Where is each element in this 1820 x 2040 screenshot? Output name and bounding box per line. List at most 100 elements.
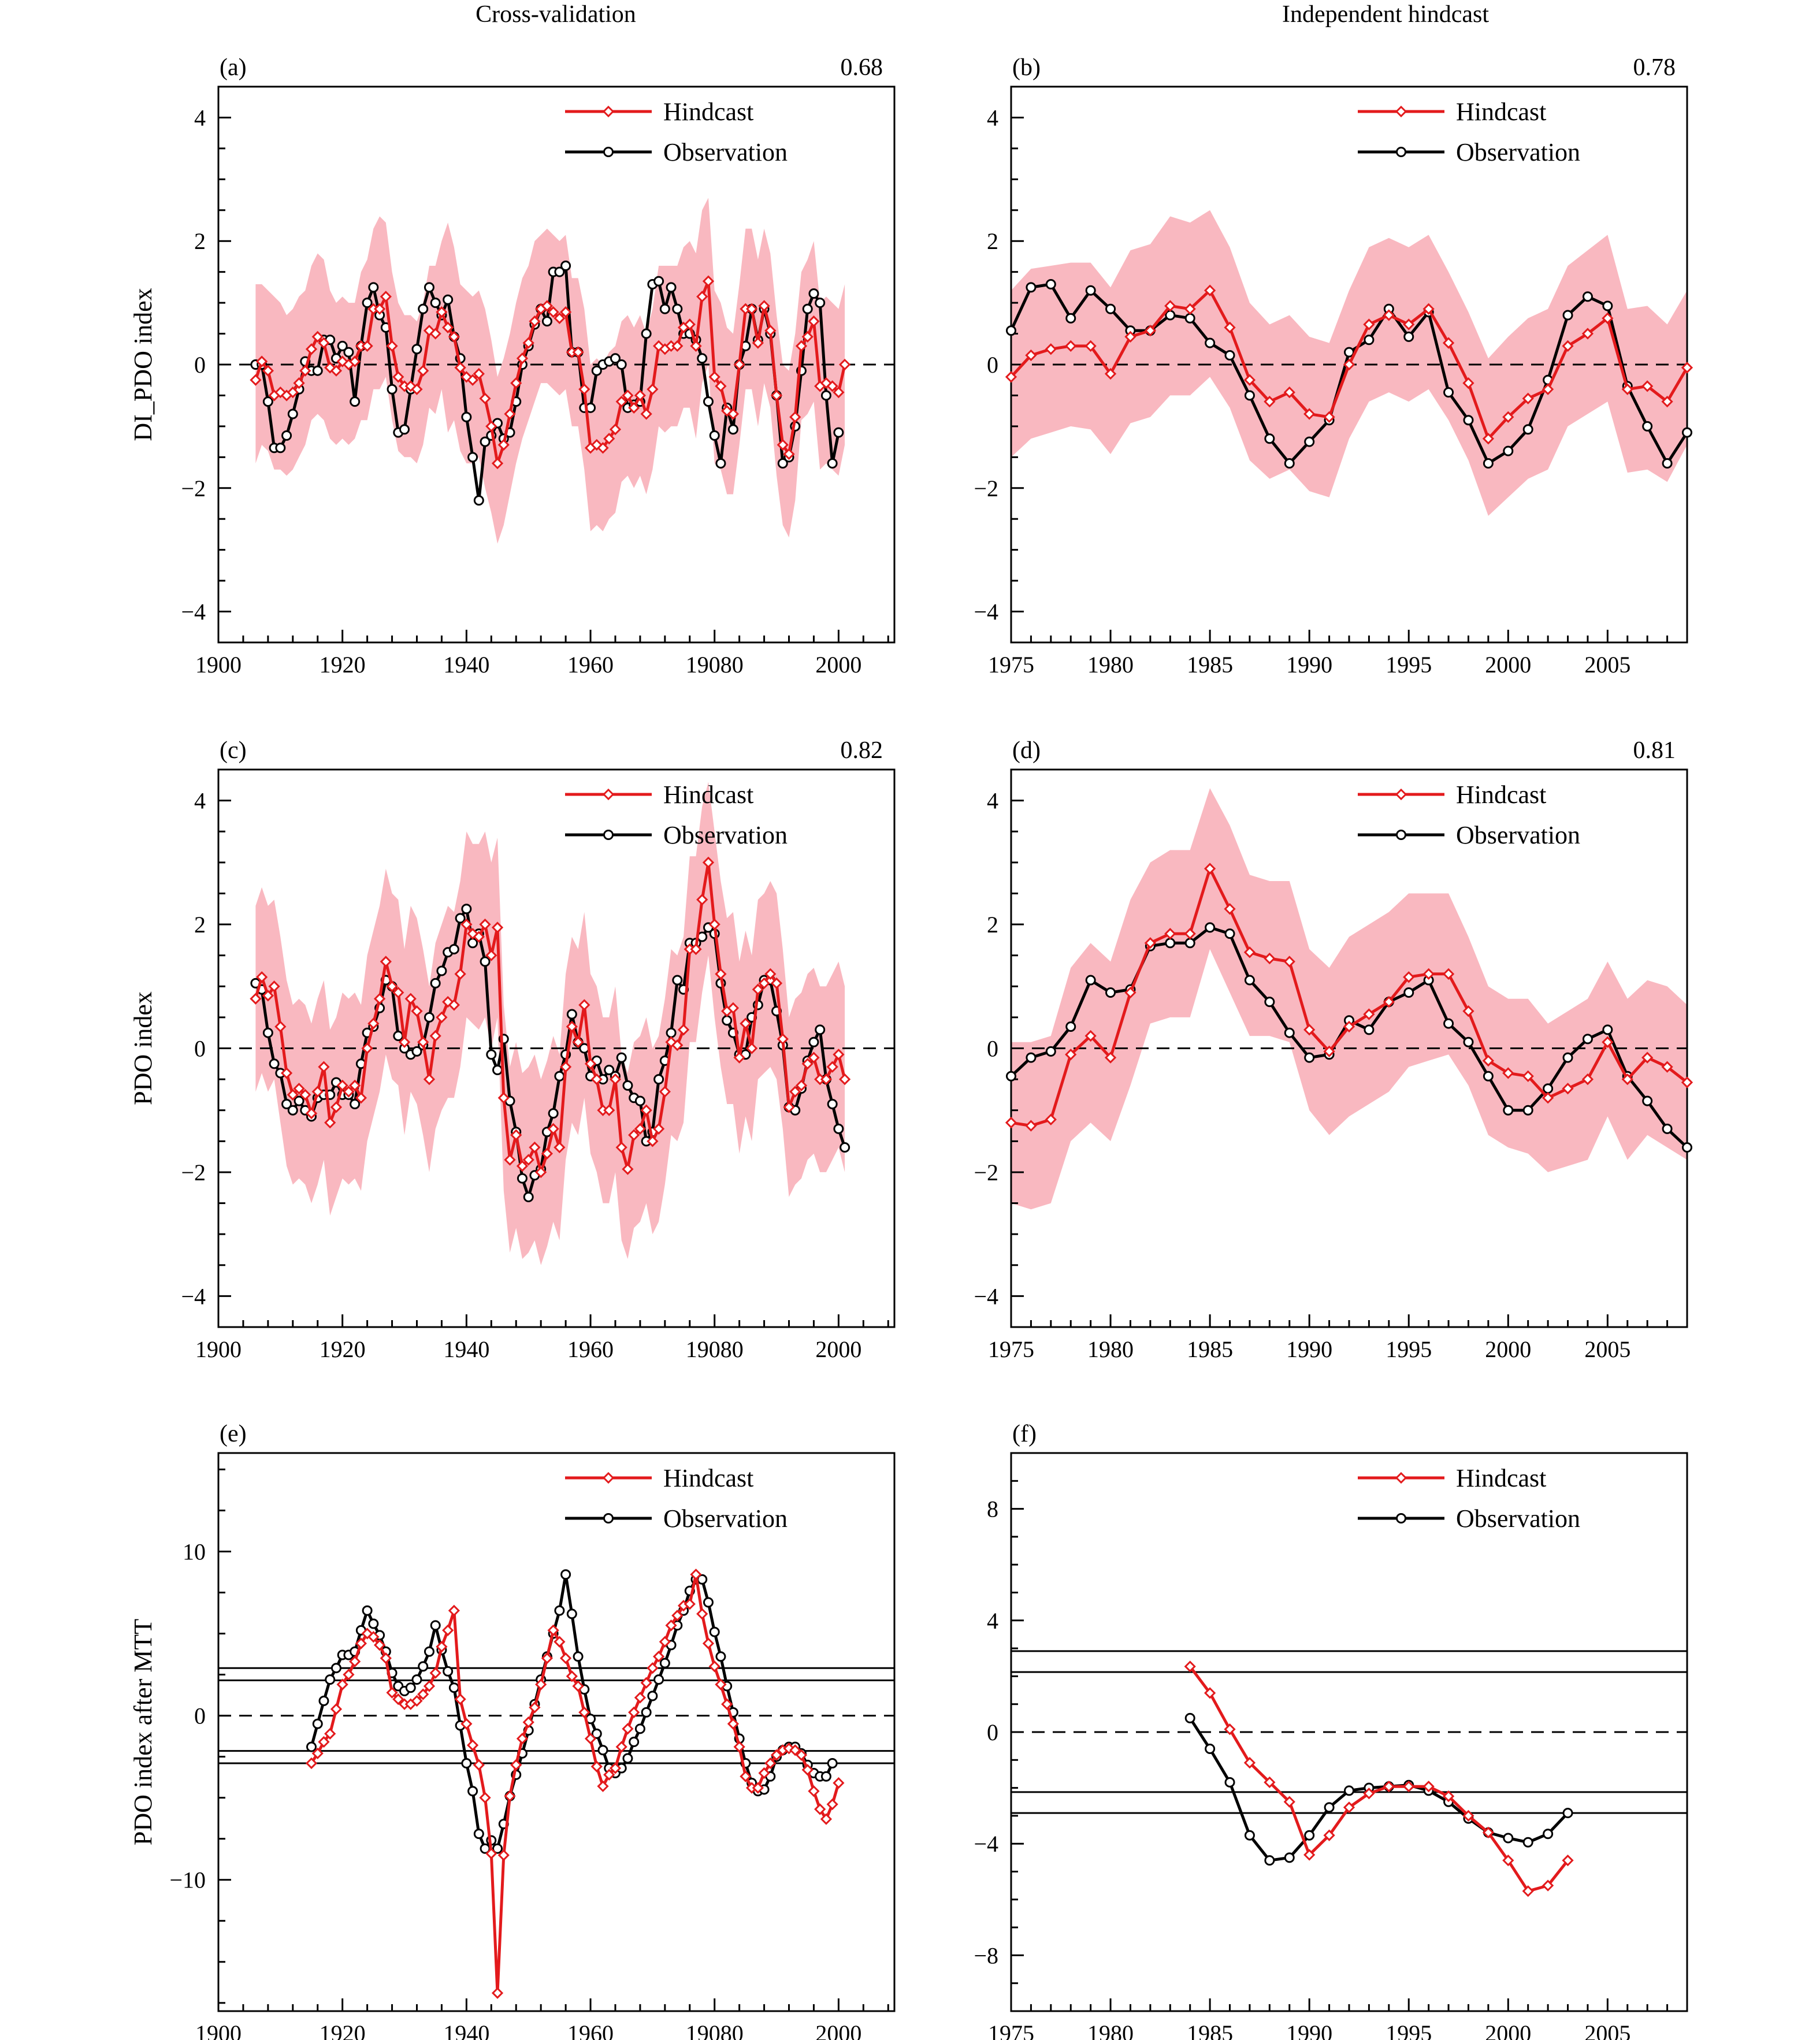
hindcast-point bbox=[529, 1141, 541, 1154]
hindcast-point bbox=[1581, 328, 1594, 340]
hindcast-point bbox=[1204, 1687, 1216, 1699]
hindcast-point bbox=[777, 439, 789, 451]
hindcast-point bbox=[1264, 952, 1276, 965]
hindcast-point bbox=[497, 439, 510, 451]
observation-point bbox=[1184, 938, 1195, 949]
hindcast-point bbox=[256, 355, 268, 367]
hindcast-point bbox=[597, 1780, 609, 1792]
x-tick-label: 1985 bbox=[1187, 1336, 1233, 1362]
observation-point bbox=[461, 904, 472, 915]
hindcast-point bbox=[491, 921, 504, 934]
observation-point bbox=[424, 1012, 434, 1023]
hindcast-point bbox=[318, 337, 330, 349]
x-tick-label: 1975 bbox=[988, 2020, 1034, 2040]
hindcast-point bbox=[795, 340, 808, 352]
panel-label: (c) bbox=[220, 737, 247, 764]
observation-point bbox=[275, 443, 286, 454]
hindcast-point bbox=[603, 1768, 615, 1781]
hindcast-point bbox=[826, 380, 838, 392]
observation-point bbox=[597, 1745, 608, 1756]
hindcast-point bbox=[287, 1088, 299, 1101]
observation-point bbox=[591, 365, 602, 376]
observation-point bbox=[672, 303, 683, 314]
observation-point bbox=[703, 1597, 714, 1608]
x-tick-label: 2005 bbox=[1584, 2020, 1630, 2040]
x-tick-label: 1980 bbox=[1087, 652, 1134, 678]
observation-point bbox=[1184, 1712, 1195, 1723]
hindcast-point bbox=[522, 1154, 534, 1166]
observation-point bbox=[473, 495, 484, 506]
hindcast-point bbox=[622, 1723, 634, 1735]
hindcast-point bbox=[256, 971, 268, 983]
hindcast-point bbox=[727, 1718, 740, 1730]
x-tick-label: 1940 bbox=[443, 652, 489, 678]
observation-point bbox=[418, 1661, 429, 1672]
hindcast-point bbox=[752, 983, 764, 995]
observation-point bbox=[436, 965, 447, 976]
y-tick-label: 4 bbox=[987, 1608, 998, 1634]
observation-point bbox=[1284, 1027, 1295, 1038]
hindcast-point bbox=[559, 1652, 572, 1664]
hindcast-point bbox=[1482, 433, 1495, 445]
observation-point bbox=[697, 353, 708, 364]
observation-point bbox=[443, 1666, 454, 1677]
observation-point bbox=[1244, 1830, 1255, 1841]
observation-point bbox=[641, 328, 652, 339]
hindcast-point bbox=[733, 358, 745, 371]
hindcast-point bbox=[1602, 312, 1614, 324]
observation-point bbox=[820, 390, 831, 401]
correlation-value: 0.68 bbox=[841, 54, 883, 81]
x-tick-label: 1995 bbox=[1386, 2020, 1432, 2040]
hindcast-point bbox=[442, 1624, 454, 1636]
x-tick-label: 1920 bbox=[320, 2020, 366, 2040]
hindcast-point bbox=[497, 1092, 510, 1104]
hindcast-point bbox=[634, 389, 647, 402]
hindcast-point bbox=[349, 1655, 361, 1667]
observation-point bbox=[1582, 1034, 1593, 1045]
hindcast-point bbox=[808, 1785, 820, 1797]
hindcast-point bbox=[690, 943, 702, 956]
observation-point bbox=[330, 1663, 341, 1674]
observation-point bbox=[1522, 424, 1533, 435]
observation-point bbox=[554, 1071, 565, 1082]
y-tick-label: 0 bbox=[194, 1036, 206, 1062]
hindcast-point bbox=[318, 1736, 330, 1748]
hindcast-point bbox=[1045, 343, 1057, 355]
hindcast-point bbox=[1542, 1879, 1554, 1892]
hindcast-point bbox=[535, 1678, 547, 1690]
hindcast-point bbox=[647, 383, 659, 395]
hindcast-point bbox=[628, 1706, 640, 1719]
hindcast-point bbox=[516, 1733, 529, 1745]
hindcast-point bbox=[373, 993, 386, 1005]
hindcast-point bbox=[628, 402, 640, 414]
hindcast-point bbox=[640, 408, 652, 420]
hindcast-point bbox=[473, 931, 485, 943]
hindcast-point bbox=[522, 1716, 534, 1729]
hindcast-point bbox=[423, 1073, 436, 1086]
y-tick-label: −4 bbox=[181, 1283, 206, 1309]
y-tick-label: 8 bbox=[987, 1496, 998, 1522]
hindcast-point bbox=[1482, 1826, 1495, 1839]
legend-hindcast-marker bbox=[1395, 1472, 1407, 1484]
panel-label: (e) bbox=[220, 1421, 247, 1447]
observation-point bbox=[1065, 1021, 1076, 1032]
observation-point bbox=[1443, 387, 1454, 398]
observation-point bbox=[634, 1095, 645, 1106]
hindcast-point bbox=[1323, 411, 1335, 423]
observation-point bbox=[473, 1829, 484, 1840]
observation-point bbox=[1324, 1802, 1335, 1813]
y-tick-label: 10 bbox=[183, 1539, 206, 1565]
observation-point bbox=[541, 316, 552, 327]
observation-point bbox=[629, 1737, 640, 1748]
observation-point bbox=[523, 1191, 534, 1202]
observation-point bbox=[1105, 303, 1116, 314]
hindcast-point bbox=[404, 993, 417, 1005]
hindcast-point bbox=[1403, 318, 1415, 330]
hindcast-point bbox=[423, 1680, 436, 1692]
observation-point bbox=[1264, 997, 1275, 1008]
observation-point bbox=[486, 1049, 497, 1060]
hindcast-point bbox=[839, 1073, 851, 1086]
y-tick-label: 0 bbox=[987, 352, 998, 378]
hindcast-point bbox=[460, 371, 473, 383]
